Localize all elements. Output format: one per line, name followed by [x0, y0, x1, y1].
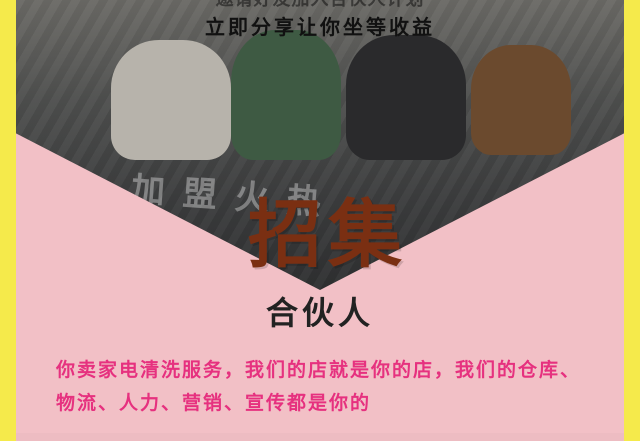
person-3 — [346, 35, 466, 160]
hero-title: 招集 — [248, 192, 408, 278]
bottom-edge — [16, 433, 624, 441]
poster-panel: 加盟火热 邀请好友加入合伙人计划 立即分享让你坐等收益 招集 合伙人 你卖家电清… — [16, 0, 624, 441]
person-2 — [231, 30, 341, 160]
hero-subtitle: 合伙人 — [265, 294, 374, 332]
header-line-2: 立即分享让你坐等收益 — [205, 14, 435, 39]
hero-photo: 加盟火热 邀请好友加入合伙人计划 立即分享让你坐等收益 — [16, 0, 624, 290]
person-4 — [471, 45, 571, 155]
header-line-1: 邀请好友加入合伙人计划 — [216, 0, 425, 11]
body-text: 你卖家电清洗服务，我们的店就是你的店，我们的仓库、物流、人力、营销、宣传都是你的 — [56, 359, 582, 414]
person-1 — [111, 40, 231, 160]
header-caption: 邀请好友加入合伙人计划 立即分享让你坐等收益 — [16, 0, 624, 46]
